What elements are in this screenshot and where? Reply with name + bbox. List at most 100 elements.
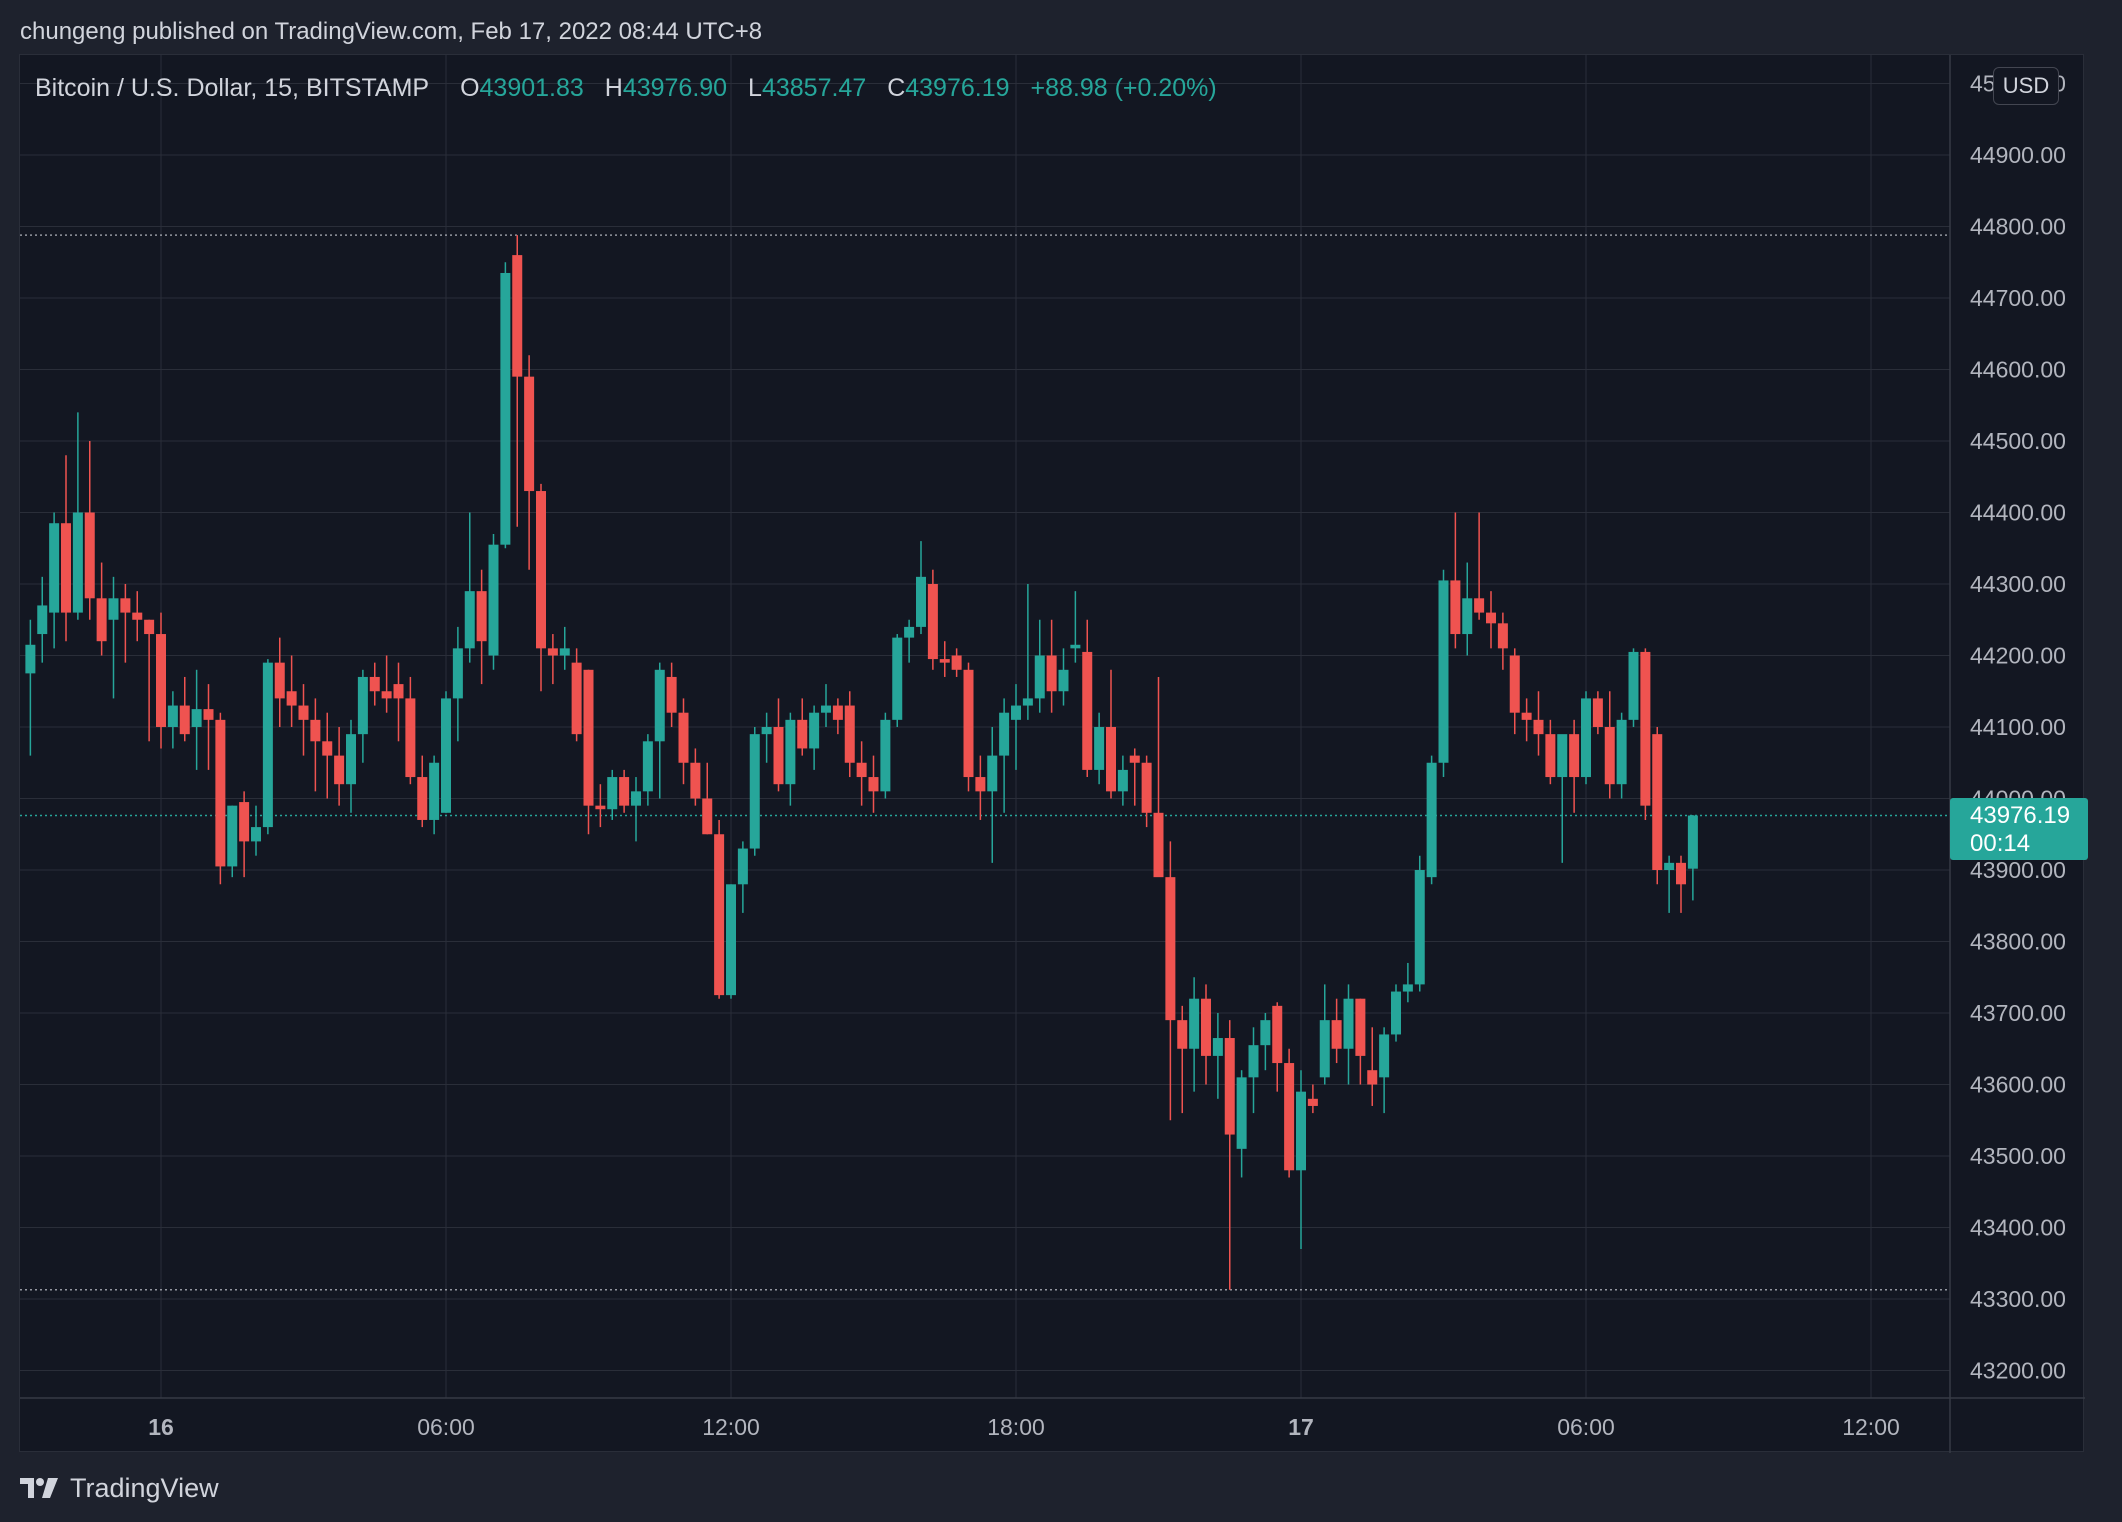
candle-body[interactable] <box>547 648 558 656</box>
candle-body[interactable] <box>1355 998 1366 1056</box>
candle[interactable] <box>334 727 345 806</box>
candle[interactable] <box>310 698 321 792</box>
candle[interactable] <box>1307 1084 1318 1114</box>
candle[interactable] <box>1664 855 1675 913</box>
candle[interactable] <box>512 235 523 527</box>
candle-body[interactable] <box>1367 1070 1378 1085</box>
candle[interactable] <box>1450 512 1461 649</box>
candle[interactable] <box>1687 815 1698 901</box>
candle-body[interactable] <box>666 676 677 713</box>
candle-body[interactable] <box>381 691 392 699</box>
candle-body[interactable] <box>927 584 938 660</box>
candle[interactable] <box>559 626 570 670</box>
candle-body[interactable] <box>761 727 772 735</box>
candle[interactable] <box>357 669 368 763</box>
candle[interactable] <box>1129 748 1140 806</box>
candle[interactable] <box>761 712 772 763</box>
candle-body[interactable] <box>96 598 107 642</box>
candle[interactable] <box>381 655 392 713</box>
candle[interactable] <box>726 884 736 999</box>
candle-body[interactable] <box>559 648 570 656</box>
candle[interactable] <box>975 755 986 820</box>
candle[interactable] <box>880 712 891 799</box>
candle[interactable] <box>1640 648 1651 820</box>
candle[interactable] <box>536 483 546 692</box>
candle-body[interactable] <box>274 662 285 699</box>
candle-body[interactable] <box>856 762 867 778</box>
candle-body[interactable] <box>452 648 463 699</box>
candle-body[interactable] <box>1391 991 1401 1035</box>
candle-body[interactable] <box>678 712 689 763</box>
candle-body[interactable] <box>571 662 582 735</box>
candle-body[interactable] <box>1319 1020 1330 1078</box>
candle[interactable] <box>1676 855 1686 913</box>
candle-body[interactable] <box>429 762 440 820</box>
candle[interactable] <box>1581 691 1591 785</box>
candle[interactable] <box>690 748 701 806</box>
candle-body[interactable] <box>334 755 345 785</box>
candle[interactable] <box>84 441 95 620</box>
candle-body[interactable] <box>963 669 974 778</box>
candle-body[interactable] <box>1058 669 1069 692</box>
candle-body[interactable] <box>975 777 986 792</box>
candle-body[interactable] <box>809 712 820 749</box>
candle[interactable] <box>785 712 796 806</box>
candle-body[interactable] <box>1212 1038 1223 1056</box>
candle-body[interactable] <box>215 719 226 867</box>
candle-body[interactable] <box>1676 862 1686 885</box>
candle[interactable] <box>595 784 606 828</box>
candle[interactable] <box>583 669 594 835</box>
candle[interactable] <box>1177 1005 1188 1114</box>
candle[interactable] <box>654 662 665 799</box>
candle[interactable] <box>1343 984 1354 1085</box>
candle-body[interactable] <box>1604 727 1615 785</box>
candle[interactable] <box>262 659 273 835</box>
candle[interactable] <box>1094 712 1105 785</box>
candle-body[interactable] <box>1581 698 1591 778</box>
candle[interactable] <box>1355 998 1366 1085</box>
candle-body[interactable] <box>49 523 60 613</box>
candle[interactable] <box>904 619 915 663</box>
candle-body[interactable] <box>1616 719 1627 785</box>
candle[interactable] <box>37 576 48 663</box>
candle[interactable] <box>49 512 60 649</box>
candle[interactable] <box>429 755 440 835</box>
candle[interactable] <box>821 684 831 727</box>
candle[interactable] <box>452 626 463 742</box>
candle-body[interactable] <box>1486 612 1496 624</box>
candle[interactable] <box>1272 1002 1283 1092</box>
candle-body[interactable] <box>1592 698 1603 727</box>
candle[interactable] <box>405 676 416 785</box>
candle-body[interactable] <box>1248 1045 1259 1078</box>
candle[interactable] <box>1509 648 1520 735</box>
candle[interactable] <box>524 355 535 570</box>
candle-body[interactable] <box>1177 1020 1188 1049</box>
candle[interactable] <box>916 541 926 635</box>
candle[interactable] <box>1224 1020 1235 1290</box>
candle[interactable] <box>215 712 226 885</box>
candle[interactable] <box>393 662 404 742</box>
candle-body[interactable] <box>1141 762 1152 813</box>
candle[interactable] <box>951 648 962 677</box>
candle[interactable] <box>737 841 748 913</box>
candle[interactable] <box>1652 727 1663 885</box>
candle[interactable] <box>678 698 689 785</box>
candle-body[interactable] <box>524 376 535 492</box>
candle[interactable] <box>156 612 166 749</box>
candle-body[interactable] <box>1521 712 1532 720</box>
candle-body[interactable] <box>749 734 760 849</box>
candle[interactable] <box>1189 977 1200 1092</box>
candle[interactable] <box>1462 562 1473 656</box>
candle-body[interactable] <box>191 709 202 727</box>
candle-body[interactable] <box>500 272 511 545</box>
candle-body[interactable] <box>951 655 962 670</box>
candle-body[interactable] <box>654 669 665 742</box>
candle-body[interactable] <box>1450 580 1461 635</box>
candle-body[interactable] <box>595 805 606 810</box>
candle-body[interactable] <box>84 512 95 599</box>
candle-body[interactable] <box>880 719 891 792</box>
candle[interactable] <box>417 755 428 828</box>
candle-body[interactable] <box>726 884 736 996</box>
candle-body[interactable] <box>1236 1077 1247 1149</box>
candle-body[interactable] <box>1438 580 1449 763</box>
